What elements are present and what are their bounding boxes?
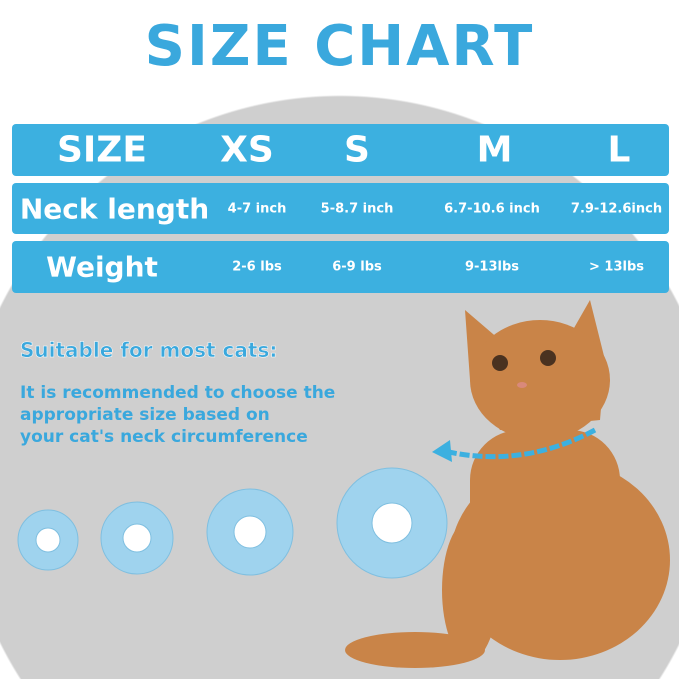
row-label: Neck length: [19, 192, 210, 225]
cell: 5-8.7 inch: [320, 201, 394, 216]
header-m: M: [476, 129, 513, 171]
collar-m: [206, 488, 294, 576]
cell: 7.9-12.6inch: [570, 201, 663, 216]
cell: > 13lbs: [588, 259, 644, 275]
page-title: SIZE CHART: [144, 14, 535, 79]
cat-image: [345, 300, 670, 668]
header-l: L: [607, 129, 631, 171]
table-row-weight: Weight 2-6 lbs 6-9 lbs 9-13lbs > 13lbs: [12, 241, 669, 293]
header-s: S: [344, 129, 370, 171]
cat-face: [492, 350, 556, 388]
cell: 9-13lbs: [464, 259, 520, 275]
table-row-neck: Neck length 4-7 inch 5-8.7 inch 6.7-10.6…: [12, 183, 669, 234]
collars: [17, 467, 448, 579]
recommendation-text: It is recommended to choose the appropri…: [20, 383, 336, 447]
table-header-row: SIZE XS S M L: [12, 124, 669, 176]
cell: 4-7 inch: [227, 201, 287, 216]
cell: 6.7-10.6 inch: [444, 201, 540, 216]
collar-s: [100, 501, 174, 575]
collar-l: [336, 467, 448, 579]
collar-xs: [17, 509, 79, 571]
arrow-head-icon: [432, 440, 452, 462]
arrow-icon: [439, 427, 597, 460]
cell: 6-9 lbs: [332, 259, 382, 275]
cell: 2-6 lbs: [232, 259, 282, 275]
header-size: SIZE: [56, 129, 148, 171]
subtitle: Suitable for most cats:: [20, 338, 278, 363]
header-xs: XS: [220, 129, 274, 171]
row-label: Weight: [46, 250, 158, 284]
